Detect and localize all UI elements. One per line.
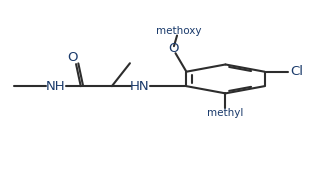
Text: NH: NH <box>46 80 66 93</box>
Text: Cl: Cl <box>290 65 303 78</box>
Text: HN: HN <box>130 80 150 93</box>
Text: methyl: methyl <box>207 108 244 118</box>
Text: O: O <box>169 42 179 55</box>
Text: methoxy: methoxy <box>156 26 201 36</box>
Text: O: O <box>68 51 78 64</box>
